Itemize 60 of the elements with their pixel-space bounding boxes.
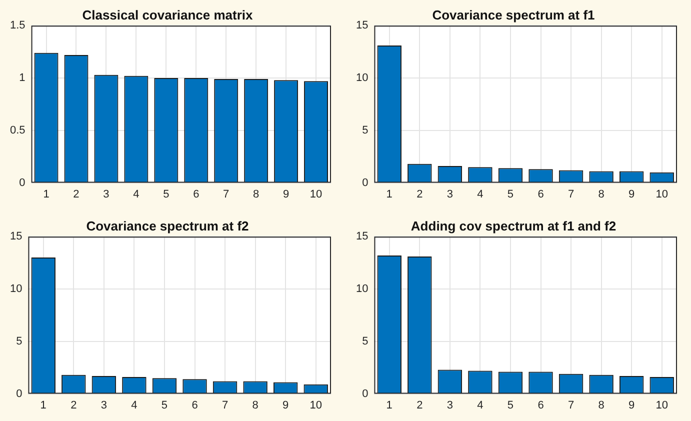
x-tick-label: 3 <box>100 399 107 412</box>
x-tick-label: 8 <box>598 188 604 200</box>
x-tick-label: 2 <box>70 399 77 412</box>
x-tick-label: 1 <box>43 188 50 200</box>
chart-title: Covariance spectrum at f2 <box>86 218 249 234</box>
y-tick-label: 0 <box>19 176 26 189</box>
x-tick-label: 9 <box>282 188 290 200</box>
chart-title: Adding cov spectrum at f1 and f2 <box>410 218 616 234</box>
x-tick-label: 10 <box>656 188 668 200</box>
x-tick-label: 2 <box>416 188 423 200</box>
x-tick-label: 1 <box>40 399 46 412</box>
x-tick-label: 10 <box>310 188 322 200</box>
y-tick-label: 0 <box>362 388 368 400</box>
x-tick-label: 8 <box>253 188 260 200</box>
chart-title: Covariance spectrum at f1 <box>432 7 595 22</box>
x-tick-label: 4 <box>131 399 138 412</box>
y-tick-label: 5 <box>362 124 368 136</box>
y-tick-label: 1.5 <box>10 20 26 32</box>
x-tick-label: 1 <box>386 399 392 412</box>
y-tick-label: 0 <box>16 388 22 400</box>
x-tick-label: 5 <box>163 188 170 200</box>
y-tick-label: 10 <box>356 72 368 84</box>
x-tick-label: 6 <box>538 188 544 200</box>
x-tick-label: 6 <box>538 399 544 412</box>
y-tick-label: 15 <box>356 20 368 32</box>
x-tick-label: 9 <box>628 399 635 412</box>
x-tick-label: 5 <box>507 399 514 412</box>
y-tick-label: 0.5 <box>10 124 26 136</box>
x-tick-label: 6 <box>192 399 198 412</box>
x-tick-label: 8 <box>252 399 258 412</box>
x-tick-label: 10 <box>656 399 668 412</box>
y-tick-label: 15 <box>356 230 368 243</box>
y-tick-label: 10 <box>356 283 368 296</box>
y-tick-label: 1 <box>19 72 26 84</box>
x-tick-label: 7 <box>222 399 228 412</box>
y-tick-label: 0 <box>362 176 368 189</box>
x-tick-label: 1 <box>386 188 392 200</box>
x-tick-label: 9 <box>628 188 635 200</box>
x-tick-label: 7 <box>568 399 574 412</box>
x-tick-label: 9 <box>282 399 289 412</box>
y-tick-label: 10 <box>10 283 22 296</box>
x-tick-label: 8 <box>598 399 604 412</box>
x-tick-label: 4 <box>477 188 484 200</box>
x-tick-label: 7 <box>223 188 230 200</box>
y-tick-label: 5 <box>362 335 368 348</box>
x-tick-label: 3 <box>446 188 453 200</box>
x-tick-label: 3 <box>446 399 453 412</box>
x-tick-label: 3 <box>103 188 110 200</box>
x-tick-label: 2 <box>73 188 80 200</box>
x-tick-label: 6 <box>193 188 200 200</box>
x-tick-label: 5 <box>161 399 168 412</box>
chart-title: Classical covariance matrix <box>82 7 254 22</box>
x-tick-label: 4 <box>477 399 484 412</box>
x-tick-label: 2 <box>416 399 423 412</box>
x-tick-label: 5 <box>507 188 514 200</box>
x-tick-label: 4 <box>133 188 140 200</box>
x-tick-label: 7 <box>568 188 574 200</box>
y-tick-label: 5 <box>16 335 22 348</box>
x-tick-label: 10 <box>310 399 322 412</box>
y-tick-label: 15 <box>10 230 22 243</box>
